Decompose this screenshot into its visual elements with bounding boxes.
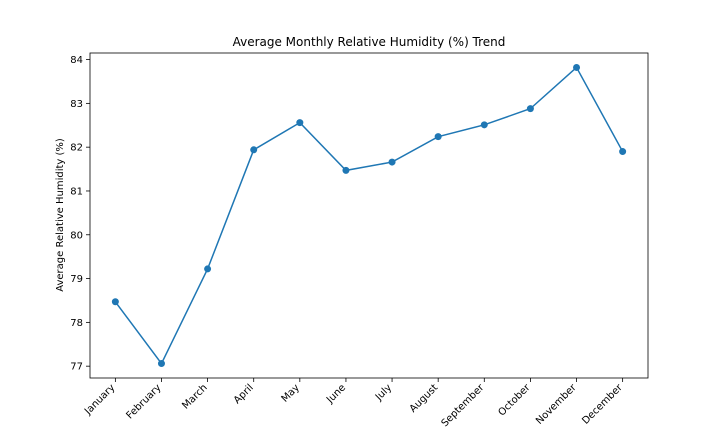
data-point — [204, 265, 212, 273]
data-point — [342, 166, 350, 174]
y-tick-label: 79 — [70, 274, 83, 285]
y-tick-label: 77 — [70, 362, 83, 373]
plot-frame — [89, 52, 649, 379]
data-point — [111, 298, 119, 306]
data-point — [296, 119, 304, 127]
y-tick-label: 78 — [70, 318, 83, 329]
data-point — [480, 121, 488, 129]
data-point — [434, 133, 442, 141]
data-point — [388, 158, 396, 166]
data-point — [619, 148, 627, 156]
y-tick-label: 82 — [70, 143, 83, 154]
data-point — [157, 360, 165, 368]
data-point — [573, 63, 581, 71]
y-tick-label: 83 — [70, 99, 83, 110]
data-point — [526, 105, 534, 113]
series-line — [114, 66, 624, 365]
y-tick-label: 80 — [70, 230, 83, 241]
chart-title: Average Monthly Relative Humidity (%) Tr… — [233, 35, 506, 49]
data-point — [250, 146, 258, 154]
series-group — [111, 63, 627, 368]
y-tick-label: 84 — [70, 55, 83, 66]
y-tick-label: 81 — [70, 186, 83, 197]
y-axis-label: Average Relative Humidity (%) — [55, 138, 66, 292]
